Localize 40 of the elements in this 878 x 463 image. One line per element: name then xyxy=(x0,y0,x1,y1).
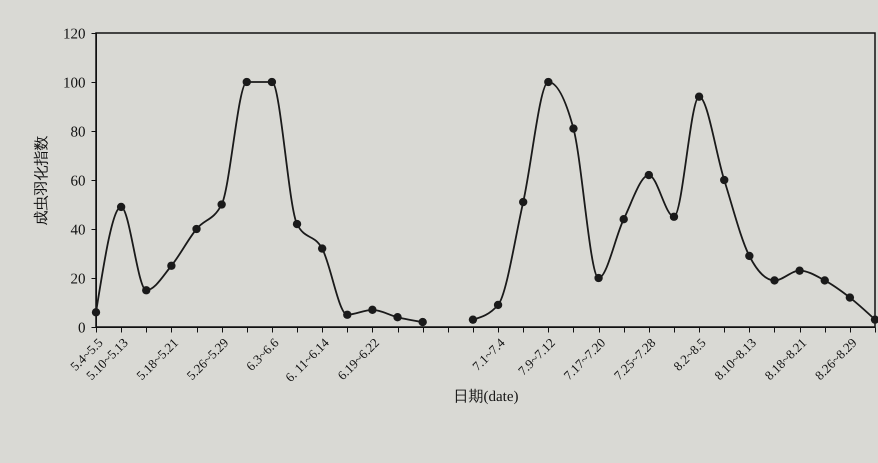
point xyxy=(217,200,226,209)
point xyxy=(393,313,402,322)
x-axis-title: 日期(date) xyxy=(454,388,518,405)
point xyxy=(694,92,704,101)
point xyxy=(846,293,854,302)
y-tick-label: 0 xyxy=(78,320,86,336)
point xyxy=(594,274,603,282)
point xyxy=(620,215,628,224)
point xyxy=(795,266,804,275)
point xyxy=(468,315,478,324)
y-tick-label: 100 xyxy=(63,76,86,92)
y-tick-label: 60 xyxy=(70,174,86,190)
point xyxy=(292,220,302,228)
point xyxy=(644,170,654,180)
point xyxy=(720,176,728,184)
point xyxy=(192,224,201,234)
point xyxy=(116,202,126,212)
point xyxy=(745,252,754,260)
point xyxy=(519,198,528,206)
point xyxy=(770,276,779,285)
point xyxy=(92,308,100,316)
point xyxy=(343,310,352,319)
y-tick-label: 80 xyxy=(70,124,86,140)
point xyxy=(418,318,427,326)
y-tick-label: 40 xyxy=(70,222,86,238)
point xyxy=(368,306,377,314)
point xyxy=(268,78,276,86)
point xyxy=(544,78,553,86)
point xyxy=(167,262,176,270)
point xyxy=(670,212,678,221)
point xyxy=(820,276,829,285)
point xyxy=(870,315,878,324)
point xyxy=(569,124,578,133)
y-tick-label: 20 xyxy=(70,272,86,288)
point xyxy=(318,244,326,253)
point xyxy=(242,78,251,86)
y-tick-label: 120 xyxy=(63,26,86,42)
point xyxy=(494,300,502,310)
point xyxy=(142,286,150,294)
y-axis-title: 成虫羽化指数 xyxy=(33,136,50,226)
